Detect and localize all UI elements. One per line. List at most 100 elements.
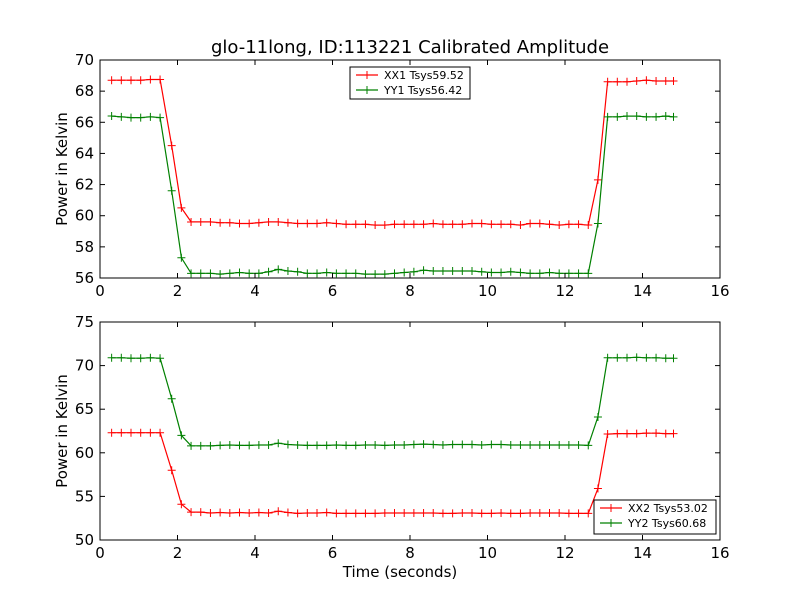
data-point bbox=[613, 353, 622, 362]
data-point bbox=[274, 217, 283, 226]
data-point bbox=[487, 220, 496, 229]
y-tick-label: 62 bbox=[75, 176, 94, 194]
data-point bbox=[584, 441, 593, 450]
data-point bbox=[535, 440, 544, 449]
data-point bbox=[117, 428, 126, 437]
data-point bbox=[603, 77, 612, 86]
data-point bbox=[264, 508, 273, 517]
data-point bbox=[429, 440, 438, 449]
data-point bbox=[322, 218, 331, 227]
data-point bbox=[283, 508, 292, 517]
data-point bbox=[235, 441, 244, 450]
data-point bbox=[400, 508, 409, 517]
data-point bbox=[669, 112, 678, 121]
data-point bbox=[146, 75, 155, 84]
data-point bbox=[642, 112, 651, 121]
data-point bbox=[332, 269, 341, 278]
data-point bbox=[458, 266, 467, 275]
data-point bbox=[400, 220, 409, 229]
x-tick-label: 0 bbox=[95, 282, 105, 300]
data-point bbox=[127, 428, 135, 437]
data-point bbox=[371, 270, 380, 279]
data-point bbox=[429, 508, 438, 517]
data-point bbox=[156, 113, 165, 122]
data-point bbox=[526, 269, 535, 278]
data-point bbox=[146, 353, 155, 362]
data-point bbox=[632, 429, 641, 438]
data-point bbox=[429, 266, 438, 275]
x-tick-label: 4 bbox=[250, 282, 260, 300]
data-point bbox=[245, 441, 254, 450]
data-point bbox=[351, 441, 360, 450]
x-tick-label: 2 bbox=[173, 282, 183, 300]
data-point bbox=[468, 440, 476, 449]
data-point bbox=[127, 76, 135, 85]
data-point bbox=[438, 509, 447, 518]
data-point bbox=[245, 269, 254, 278]
data-point bbox=[448, 266, 457, 275]
data-point bbox=[196, 508, 205, 517]
data-point bbox=[332, 219, 341, 228]
data-point bbox=[225, 218, 234, 227]
data-point bbox=[313, 269, 321, 278]
x-tick-label: 10 bbox=[478, 282, 497, 300]
data-point bbox=[555, 440, 564, 449]
data-point bbox=[274, 507, 283, 516]
data-point bbox=[555, 221, 564, 230]
data-point bbox=[661, 354, 670, 363]
data-point bbox=[477, 219, 486, 228]
data-point bbox=[206, 217, 215, 226]
data-point bbox=[409, 440, 418, 449]
data-point bbox=[254, 508, 263, 517]
data-point bbox=[516, 509, 525, 518]
data-point bbox=[603, 112, 612, 121]
data-point bbox=[516, 440, 525, 449]
data-point bbox=[371, 509, 380, 518]
x-tick-label: 6 bbox=[328, 282, 338, 300]
data-point bbox=[342, 269, 351, 278]
y-tick-label: 64 bbox=[75, 144, 94, 162]
data-point bbox=[574, 220, 583, 229]
data-point bbox=[264, 440, 273, 449]
data-point bbox=[429, 219, 438, 228]
data-point bbox=[196, 269, 205, 278]
data-point bbox=[438, 220, 447, 229]
data-point bbox=[409, 508, 418, 517]
data-point bbox=[593, 175, 602, 184]
x-axis-label: Time (seconds) bbox=[342, 563, 458, 581]
data-point bbox=[574, 440, 583, 449]
data-point bbox=[584, 221, 593, 230]
x-tick-label: 2 bbox=[173, 544, 183, 562]
data-point bbox=[187, 508, 196, 517]
data-point bbox=[584, 269, 593, 278]
legend-swatch-marker bbox=[607, 504, 615, 512]
data-point bbox=[584, 509, 593, 518]
data-point bbox=[642, 429, 651, 438]
legend-entry: XX1 Tsys59.52 bbox=[384, 69, 464, 82]
data-point bbox=[206, 508, 215, 517]
data-point bbox=[303, 441, 312, 450]
data-point bbox=[245, 508, 254, 517]
data-point bbox=[593, 484, 602, 493]
data-point bbox=[167, 186, 176, 195]
data-point bbox=[506, 509, 515, 518]
data-point bbox=[506, 267, 515, 276]
chart-2: 0 2 4 6 8 10 12 14 16 50 55 60 65 70 75 Power in Kelvin… bbox=[53, 313, 730, 581]
data-point bbox=[293, 267, 302, 276]
data-point bbox=[535, 508, 544, 517]
data-point bbox=[545, 508, 554, 517]
data-point bbox=[156, 428, 165, 437]
data-point bbox=[564, 220, 573, 229]
y-tick-label: 60 bbox=[75, 444, 94, 462]
data-point bbox=[332, 509, 341, 518]
data-point bbox=[593, 219, 602, 228]
data-point bbox=[661, 429, 670, 438]
data-point bbox=[136, 76, 145, 85]
data-point bbox=[477, 267, 486, 276]
y-axis-label: Power in Kelvin bbox=[53, 374, 71, 488]
data-point bbox=[497, 508, 506, 517]
data-point bbox=[206, 441, 215, 450]
data-point bbox=[146, 112, 155, 121]
data-point bbox=[642, 353, 651, 362]
y-tick-label: 60 bbox=[75, 207, 94, 225]
